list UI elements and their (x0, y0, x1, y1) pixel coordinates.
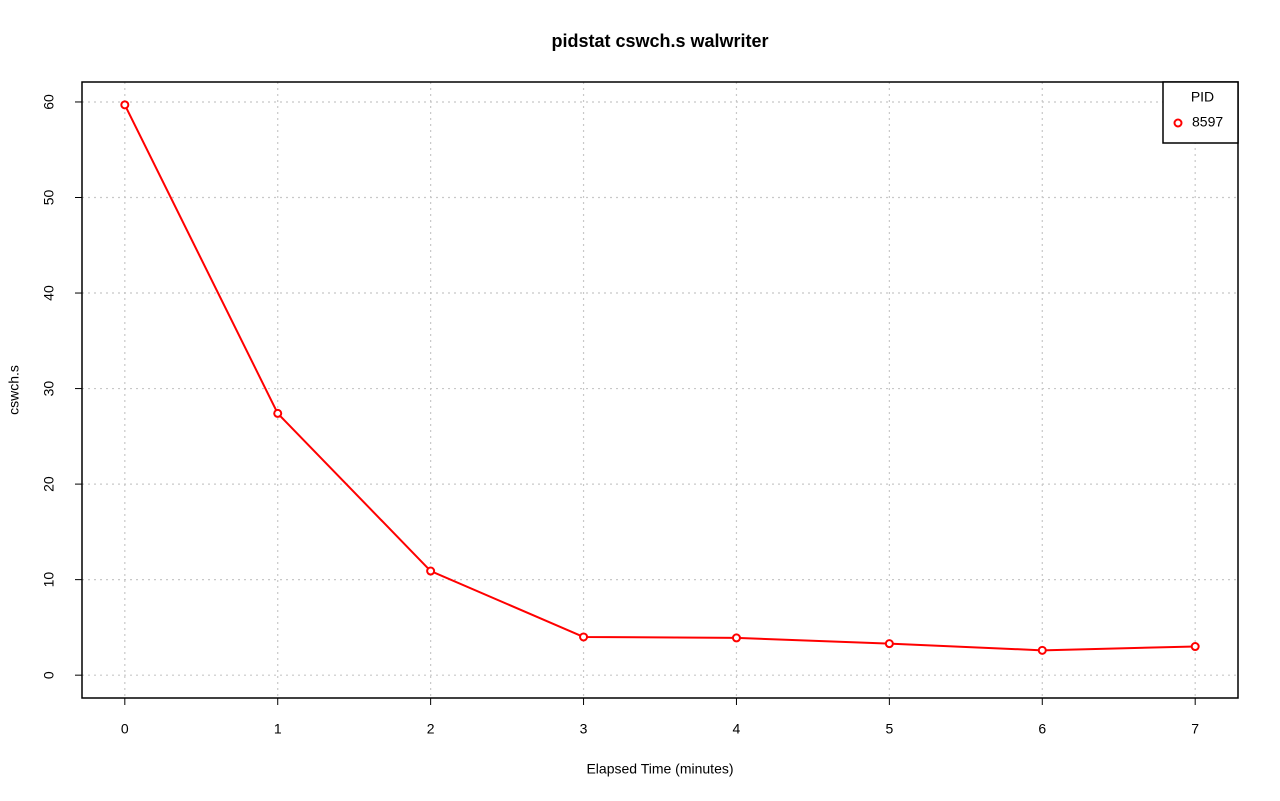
data-point (120, 100, 130, 110)
x-axis-label: Elapsed Time (minutes) (586, 761, 733, 777)
data-point (731, 633, 741, 643)
plot-frame (81, 81, 1239, 699)
x-tick-label: 5 (885, 721, 893, 737)
x-tick-label: 3 (580, 721, 588, 737)
data-point (273, 408, 283, 418)
data-point (1190, 642, 1200, 652)
y-tick-label: 20 (41, 476, 57, 492)
y-axis-label: cswch.s (6, 365, 22, 415)
y-tick-label: 60 (41, 94, 57, 110)
x-tick-label: 4 (733, 721, 741, 737)
data-point (884, 639, 894, 649)
x-tick-label: 7 (1191, 721, 1199, 737)
legend-box (1162, 81, 1239, 144)
x-tick-label: 6 (1038, 721, 1046, 737)
data-point (579, 632, 589, 642)
x-tick-label: 1 (274, 721, 282, 737)
x-tick-label: 2 (427, 721, 435, 737)
legend-marker (1173, 118, 1183, 128)
legend-title: PID (1191, 89, 1214, 105)
data-point (426, 566, 436, 576)
series-line (123, 104, 1196, 652)
x-tick-label: 0 (121, 721, 129, 737)
legend-label: 8597 (1192, 114, 1223, 130)
chart-title: pidstat cswch.s walwriter (551, 31, 768, 51)
y-tick-label: 10 (41, 572, 57, 588)
y-tick-label: 30 (41, 381, 57, 397)
data-point (1037, 645, 1047, 655)
y-tick-label: 50 (41, 190, 57, 206)
y-tick-label: 0 (41, 671, 57, 679)
y-tick-label: 40 (41, 285, 57, 301)
